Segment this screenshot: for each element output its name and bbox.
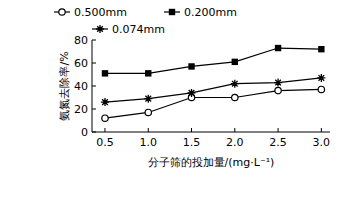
x-axis	[92, 132, 330, 133]
point	[232, 59, 238, 65]
point	[275, 87, 281, 93]
point	[318, 46, 324, 52]
y-axis-title: 氨氮去除率/%	[58, 51, 71, 120]
legend-marker	[96, 25, 104, 33]
series-line	[105, 89, 321, 118]
y-tick-label: 40	[74, 80, 88, 93]
y-tick-label: 20	[74, 103, 88, 116]
plot-area	[101, 45, 325, 122]
x-tick-label: 3.0	[313, 136, 331, 149]
legend-item: 0.200mm	[164, 6, 237, 19]
series-line	[105, 48, 321, 73]
x-axis-title: 分子筛的投加量/(mg·L⁻¹)	[148, 156, 275, 169]
point	[145, 70, 151, 76]
point	[317, 74, 325, 82]
x-tick	[148, 128, 149, 132]
point	[274, 79, 282, 87]
x-tick-label: 2.0	[226, 136, 244, 149]
y-tick	[92, 132, 96, 133]
legend-marker	[169, 9, 175, 15]
x-tick	[191, 128, 192, 132]
x-tick	[278, 128, 279, 132]
x-tick-label: 0.5	[96, 136, 114, 149]
x-tick	[234, 128, 235, 132]
point	[232, 94, 238, 100]
y-tick-label: 80	[74, 34, 88, 47]
x-tick	[104, 128, 105, 132]
point	[318, 86, 324, 92]
legend-item: 0.074mm	[92, 23, 165, 36]
y-tick-label: 0	[81, 126, 88, 139]
y-tick-label: 60	[74, 57, 88, 70]
x-tick	[321, 128, 322, 132]
point	[102, 70, 108, 76]
x-tick-label: 1.0	[140, 136, 158, 149]
y-tick	[92, 63, 96, 64]
y-tick	[92, 86, 96, 87]
legend-label: 0.200mm	[184, 6, 237, 19]
legend-label: 0.500mm	[74, 6, 127, 19]
series-line	[105, 78, 321, 102]
point	[145, 109, 151, 115]
point	[101, 98, 109, 106]
y-tick	[92, 109, 96, 110]
point	[231, 80, 239, 88]
y-tick	[92, 40, 96, 41]
legend-item: 0.500mm	[54, 6, 127, 19]
legend-label: 0.074mm	[112, 23, 165, 36]
x-tick-label: 2.5	[269, 136, 287, 149]
chart: 0 20 40 60 80 0.5 1.0 1.5 2.0 2.5 3.0 分子筛的投加量/(mg·L…	[0, 0, 340, 199]
point	[275, 45, 281, 51]
x-tick-label: 1.5	[183, 136, 201, 149]
point	[188, 89, 196, 97]
point	[144, 95, 152, 103]
legend-marker	[59, 9, 65, 15]
point	[188, 63, 194, 69]
point	[102, 115, 108, 121]
